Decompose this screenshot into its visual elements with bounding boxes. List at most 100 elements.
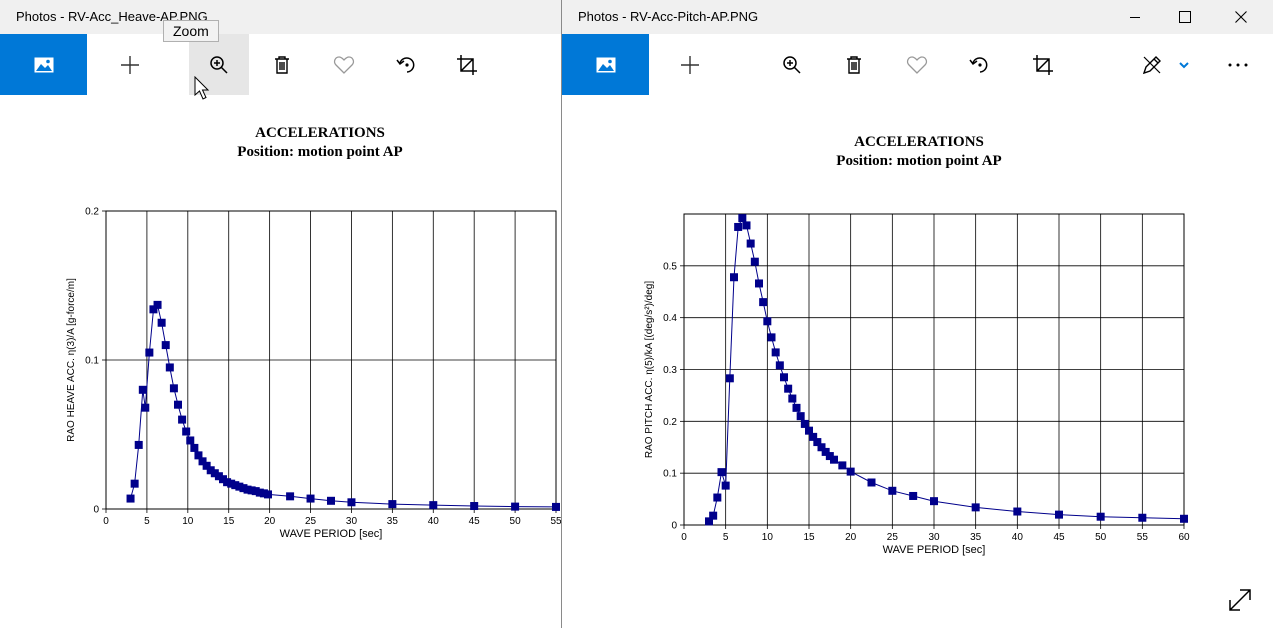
x-tick-label: 20 bbox=[264, 516, 276, 527]
data-point bbox=[1055, 510, 1063, 519]
data-point bbox=[805, 426, 813, 435]
toolbar bbox=[562, 34, 1273, 95]
x-axis-label: WAVE PERIOD [sec] bbox=[883, 544, 986, 556]
data-point bbox=[227, 479, 236, 488]
y-tick-label: 0.1 bbox=[663, 469, 677, 480]
data-point bbox=[130, 479, 139, 488]
x-tick-label: 0 bbox=[103, 516, 109, 527]
x-tick-label: 15 bbox=[223, 516, 235, 527]
edit-draw-icon[interactable] bbox=[1132, 34, 1172, 95]
title-bar[interactable]: Photos - RV-Acc-Pitch-AP.PNG bbox=[562, 0, 1273, 34]
data-point bbox=[788, 394, 797, 403]
data-point bbox=[178, 415, 187, 424]
expand-icon[interactable] bbox=[1226, 586, 1254, 614]
series-line bbox=[130, 303, 557, 508]
data-point bbox=[243, 485, 252, 494]
data-point bbox=[830, 455, 838, 464]
close-button[interactable] bbox=[1218, 0, 1264, 34]
y-tick-label: 0.1 bbox=[85, 356, 99, 367]
data-point bbox=[169, 384, 178, 393]
x-tick-label: 15 bbox=[803, 532, 815, 543]
data-point bbox=[347, 498, 356, 507]
heart-icon[interactable] bbox=[887, 34, 947, 95]
data-point bbox=[251, 487, 260, 496]
data-point bbox=[1138, 513, 1147, 522]
data-point bbox=[259, 489, 268, 498]
photos-window-pitch: Photos - RV-Acc-Pitch-AP.PNG bbox=[561, 0, 1273, 628]
x-axis-label: WAVE PERIOD [sec] bbox=[280, 528, 383, 540]
data-point bbox=[182, 427, 191, 436]
data-point bbox=[825, 452, 834, 461]
x-tick-label: 55 bbox=[1137, 532, 1149, 543]
y-axis-label: RAO HEAVE ACC. η(3)/A [g-force/m] bbox=[66, 278, 77, 442]
data-point bbox=[771, 348, 780, 357]
maximize-button[interactable] bbox=[1162, 0, 1208, 34]
data-point bbox=[750, 257, 759, 266]
window-title: Photos - RV-Acc_Heave-AP.PNG bbox=[16, 9, 208, 24]
data-point bbox=[867, 478, 876, 487]
data-point bbox=[306, 494, 315, 503]
add-icon[interactable] bbox=[100, 34, 160, 95]
data-point bbox=[126, 494, 135, 503]
pitch-chart: 0 5 10 15 20 25 30 35 40 45 50 55 60 0 0.1 0.2 0.3 0.4 0.5… bbox=[644, 213, 1190, 556]
data-point bbox=[223, 478, 232, 487]
data-point bbox=[909, 491, 918, 500]
x-tick-label: 25 bbox=[305, 516, 317, 527]
data-point bbox=[327, 496, 335, 505]
data-point bbox=[219, 475, 227, 484]
data-point bbox=[186, 436, 195, 445]
data-point bbox=[231, 481, 240, 490]
data-point bbox=[202, 461, 211, 470]
data-point bbox=[198, 457, 207, 466]
data-point bbox=[429, 501, 438, 510]
delete-icon[interactable] bbox=[824, 34, 884, 95]
chevron-down-icon[interactable] bbox=[1172, 34, 1196, 95]
rotate-icon[interactable] bbox=[950, 34, 1010, 95]
x-tick-label: 0 bbox=[681, 532, 687, 543]
photos-window-heave: Photos - RV-Acc_Heave-AP.PNG ACCELERATIO… bbox=[0, 0, 561, 628]
crop-icon[interactable] bbox=[1013, 34, 1073, 95]
title-bar[interactable]: Photos - RV-Acc_Heave-AP.PNG bbox=[0, 0, 561, 34]
data-point bbox=[511, 502, 520, 511]
x-tick-label: 55 bbox=[550, 516, 561, 527]
data-point bbox=[755, 279, 763, 288]
data-point bbox=[971, 503, 980, 512]
data-point bbox=[190, 443, 199, 452]
data-point bbox=[206, 466, 215, 475]
minimize-button[interactable] bbox=[1112, 0, 1158, 34]
zoom-in-icon[interactable] bbox=[762, 34, 822, 95]
data-point bbox=[780, 373, 788, 382]
data-point bbox=[388, 500, 397, 509]
data-point bbox=[846, 467, 855, 476]
data-point bbox=[161, 341, 170, 350]
data-point bbox=[194, 451, 203, 460]
data-point bbox=[759, 298, 768, 307]
data-point bbox=[157, 318, 166, 327]
rotate-icon[interactable] bbox=[377, 34, 437, 95]
data-point bbox=[165, 363, 174, 372]
data-point bbox=[286, 492, 295, 501]
x-tick-label: 30 bbox=[928, 532, 940, 543]
data-point bbox=[763, 317, 772, 326]
x-tick-label: 20 bbox=[845, 532, 857, 543]
y-tick-label: 0 bbox=[93, 505, 99, 516]
photo-icon[interactable] bbox=[0, 34, 87, 95]
x-tick-label: 40 bbox=[428, 516, 440, 527]
y-tick-label: 0.2 bbox=[85, 207, 99, 218]
delete-icon[interactable] bbox=[252, 34, 312, 95]
data-point bbox=[141, 403, 150, 412]
data-point bbox=[821, 447, 830, 456]
data-point bbox=[255, 488, 264, 497]
more-icon[interactable] bbox=[1214, 34, 1262, 95]
data-point bbox=[742, 221, 751, 230]
y-tick-label: 0.5 bbox=[663, 261, 677, 272]
crop-icon[interactable] bbox=[437, 34, 497, 95]
x-tick-label: 50 bbox=[1095, 532, 1107, 543]
add-icon[interactable] bbox=[660, 34, 720, 95]
heart-icon[interactable] bbox=[314, 34, 374, 95]
zoom-tooltip: Zoom bbox=[163, 20, 219, 42]
zoom-in-icon[interactable] bbox=[189, 34, 249, 95]
photo-icon[interactable] bbox=[562, 34, 649, 95]
data-point bbox=[725, 374, 734, 383]
data-point bbox=[888, 486, 897, 495]
